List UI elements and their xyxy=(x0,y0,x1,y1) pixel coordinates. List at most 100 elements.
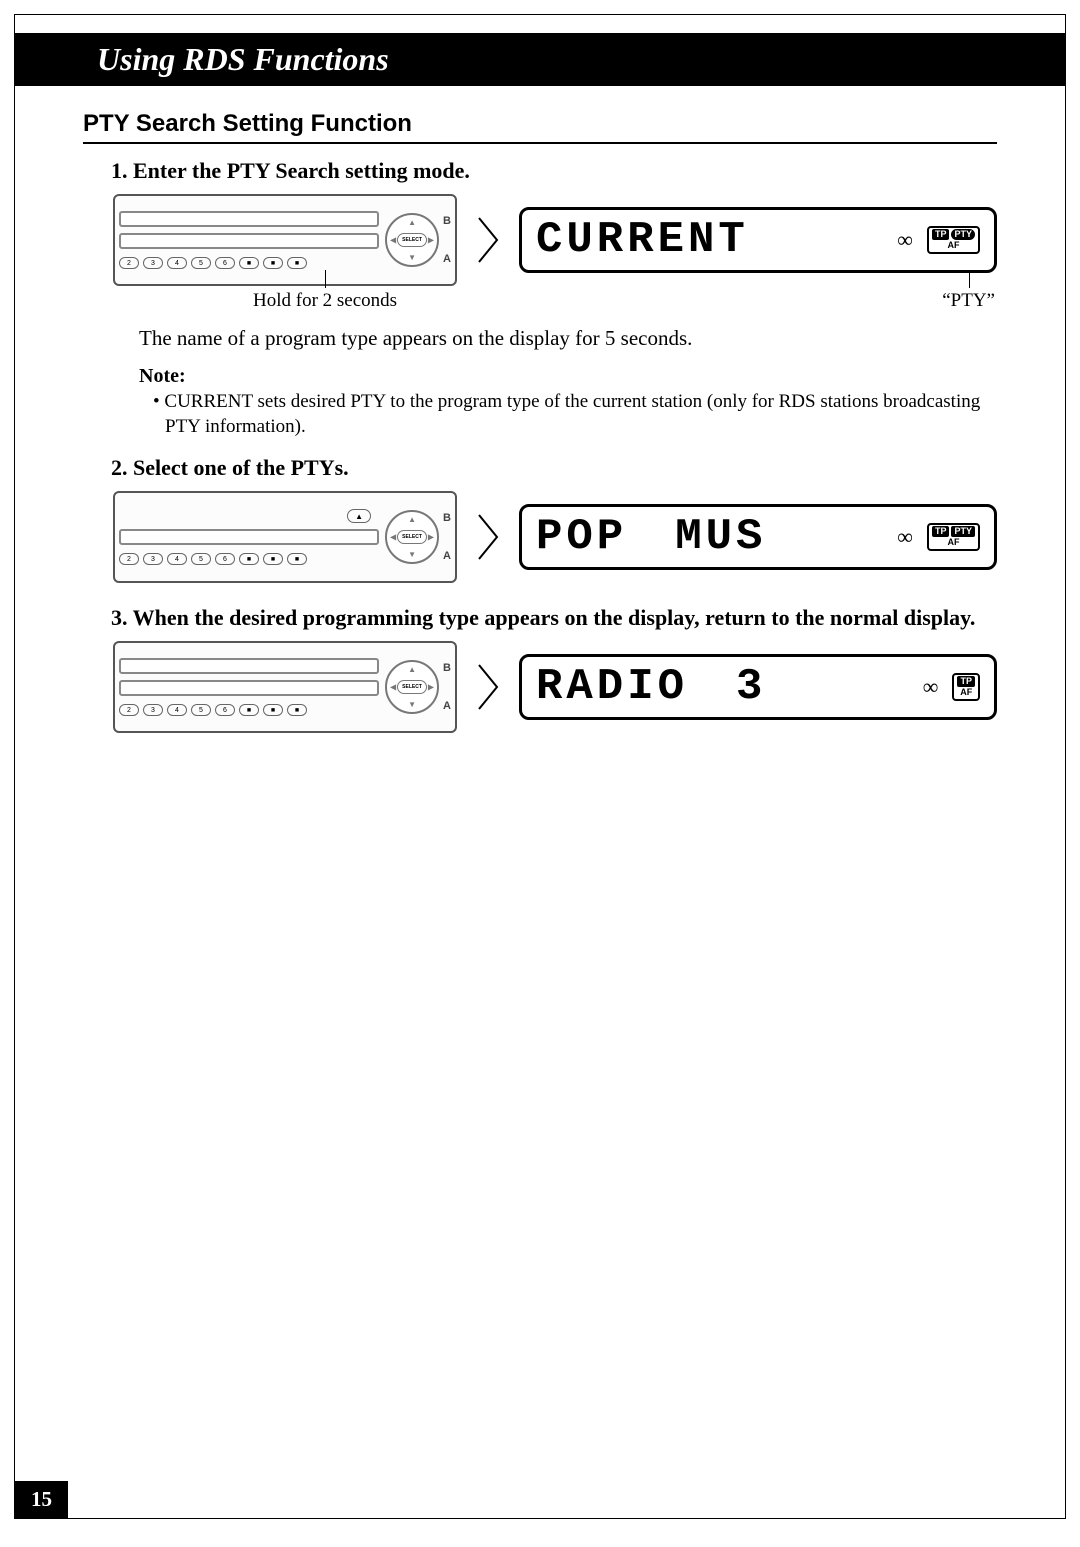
preset-button: ■ xyxy=(287,257,307,269)
af-indicator: AF xyxy=(932,241,975,250)
stereo-icon: ∞ xyxy=(897,524,913,550)
lcd-display: CURRENT ∞ TP PTY AF xyxy=(519,207,997,273)
preset-button: 2 xyxy=(119,257,139,269)
pty-indicator: PTY xyxy=(951,526,975,537)
callout-pty: “PTY” xyxy=(942,290,995,312)
label-a: A xyxy=(443,253,451,265)
label-b: B xyxy=(443,512,451,524)
dpad-down-icon: ▼ xyxy=(408,700,416,709)
step-num: 3. xyxy=(111,605,128,630)
step-3-heading: 3. When the desired programming type app… xyxy=(111,605,997,631)
preset-button: 3 xyxy=(143,553,163,565)
af-indicator: AF xyxy=(932,538,975,547)
device-left: ▲ 2 3 4 5 6 ■ ■ ■ xyxy=(119,509,385,565)
select-button: SELECT xyxy=(397,530,427,544)
label-a: A xyxy=(443,550,451,562)
dpad-down-icon: ▼ xyxy=(408,253,416,262)
dpad-left-icon: ◀ xyxy=(390,236,396,245)
dpad-up-icon: ▲ xyxy=(408,515,416,524)
dpad-right-icon: ▶ xyxy=(428,533,434,542)
device-illustration: ▲ 2 3 4 5 6 ■ ■ ■ SELECT ▲ ▼ ◀ xyxy=(113,491,457,583)
step-2-heading: 2. Select one of the PTYs. xyxy=(111,455,997,481)
preset-button: 5 xyxy=(191,257,211,269)
lcd-display: POP MUS ∞ TP PTY AF xyxy=(519,504,997,570)
preset-button: ■ xyxy=(263,257,283,269)
step-num: 2. xyxy=(111,455,128,480)
dpad-right-icon: ▶ xyxy=(428,683,434,692)
dpad-up-icon: ▲ xyxy=(408,665,416,674)
device-slot xyxy=(119,529,379,545)
arrow-icon xyxy=(475,214,501,266)
chapter-header: Using RDS Functions xyxy=(15,33,1065,86)
arrow-icon xyxy=(475,661,501,713)
dpad-group: SELECT ▲ ▼ ◀ ▶ B A xyxy=(385,660,451,714)
device-left: 2 3 4 5 6 ■ ■ ■ xyxy=(119,211,385,269)
label-b: B xyxy=(443,662,451,674)
step-1-figure: 2 3 4 5 6 ■ ■ ■ SELECT ▲ ▼ ◀ ▶ xyxy=(113,194,997,286)
preset-row: 2 3 4 5 6 ■ ■ ■ xyxy=(119,257,379,269)
preset-button: 5 xyxy=(191,704,211,716)
step-2-figure: ▲ 2 3 4 5 6 ■ ■ ■ SELECT ▲ ▼ ◀ xyxy=(113,491,997,583)
page-frame: Using RDS Functions PTY Search Setting F… xyxy=(14,14,1066,1519)
step-num: 1. xyxy=(111,158,128,183)
page-number: 15 xyxy=(15,1481,68,1518)
preset-row: 2 3 4 5 6 ■ ■ ■ xyxy=(119,553,379,565)
preset-button: ■ xyxy=(263,553,283,565)
preset-button: 4 xyxy=(167,704,187,716)
preset-button: 4 xyxy=(167,553,187,565)
dpad-group: SELECT ▲ ▼ ◀ ▶ B A xyxy=(385,213,451,267)
device-slot xyxy=(119,233,379,249)
dpad-up-icon: ▲ xyxy=(408,218,416,227)
indicator-box: TP AF xyxy=(952,673,980,701)
stereo-icon: ∞ xyxy=(923,674,939,700)
tp-indicator: TP xyxy=(957,676,975,687)
preset-button: 6 xyxy=(215,257,235,269)
preset-button: 3 xyxy=(143,704,163,716)
preset-button: 6 xyxy=(215,553,235,565)
dpad-left-icon: ◀ xyxy=(390,683,396,692)
lcd-text: CURRENT xyxy=(536,215,883,265)
note-text: CURRENT sets desired PTY to the program … xyxy=(164,391,980,437)
preset-button: ■ xyxy=(287,553,307,565)
preset-button: ■ xyxy=(239,704,259,716)
tp-indicator: TP xyxy=(932,526,950,537)
preset-row: 2 3 4 5 6 ■ ■ ■ xyxy=(119,704,379,716)
stereo-icon: ∞ xyxy=(897,227,913,253)
lcd-display: RADIO 3 ∞ TP AF xyxy=(519,654,997,720)
step-1-body: The name of a program type appears on th… xyxy=(139,326,997,351)
section-title: PTY Search Setting Function xyxy=(83,110,997,138)
step-3-figure: 2 3 4 5 6 ■ ■ ■ SELECT ▲ ▼ ◀ ▶ xyxy=(113,641,997,733)
preset-button: 6 xyxy=(215,704,235,716)
preset-button: ■ xyxy=(287,704,307,716)
ab-labels: B A xyxy=(443,662,451,712)
label-a: A xyxy=(443,700,451,712)
select-button: SELECT xyxy=(397,680,427,694)
lcd-text: RADIO 3 xyxy=(536,662,909,712)
callout-hold: Hold for 2 seconds xyxy=(253,290,397,312)
step-text: Select one of the PTYs. xyxy=(133,455,349,480)
dpad: SELECT ▲ ▼ ◀ ▶ xyxy=(385,510,439,564)
dpad: SELECT ▲ ▼ ◀ ▶ xyxy=(385,660,439,714)
preset-button: ■ xyxy=(263,704,283,716)
dpad-down-icon: ▼ xyxy=(408,550,416,559)
ab-labels: B A xyxy=(443,512,451,562)
preset-button: 3 xyxy=(143,257,163,269)
device-slot xyxy=(119,680,379,696)
select-button: SELECT xyxy=(397,233,427,247)
eject-button: ▲ xyxy=(347,509,371,523)
dpad: SELECT ▲ ▼ ◀ ▶ xyxy=(385,213,439,267)
preset-button: 2 xyxy=(119,553,139,565)
dpad-left-icon: ◀ xyxy=(390,533,396,542)
ab-labels: B A xyxy=(443,215,451,265)
label-b: B xyxy=(443,215,451,227)
step-text: When the desired programming type appear… xyxy=(133,605,976,630)
device-left: 2 3 4 5 6 ■ ■ ■ xyxy=(119,658,385,716)
preset-button: 2 xyxy=(119,704,139,716)
step-text: Enter the PTY Search setting mode. xyxy=(133,158,470,183)
note-heading: Note: xyxy=(139,365,997,388)
pty-indicator: PTY xyxy=(951,229,975,240)
step-1-callouts: Hold for 2 seconds “PTY” xyxy=(113,290,997,312)
af-indicator: AF xyxy=(957,688,975,697)
section-underline xyxy=(83,142,997,144)
indicator-box: TP PTY AF xyxy=(927,523,980,551)
